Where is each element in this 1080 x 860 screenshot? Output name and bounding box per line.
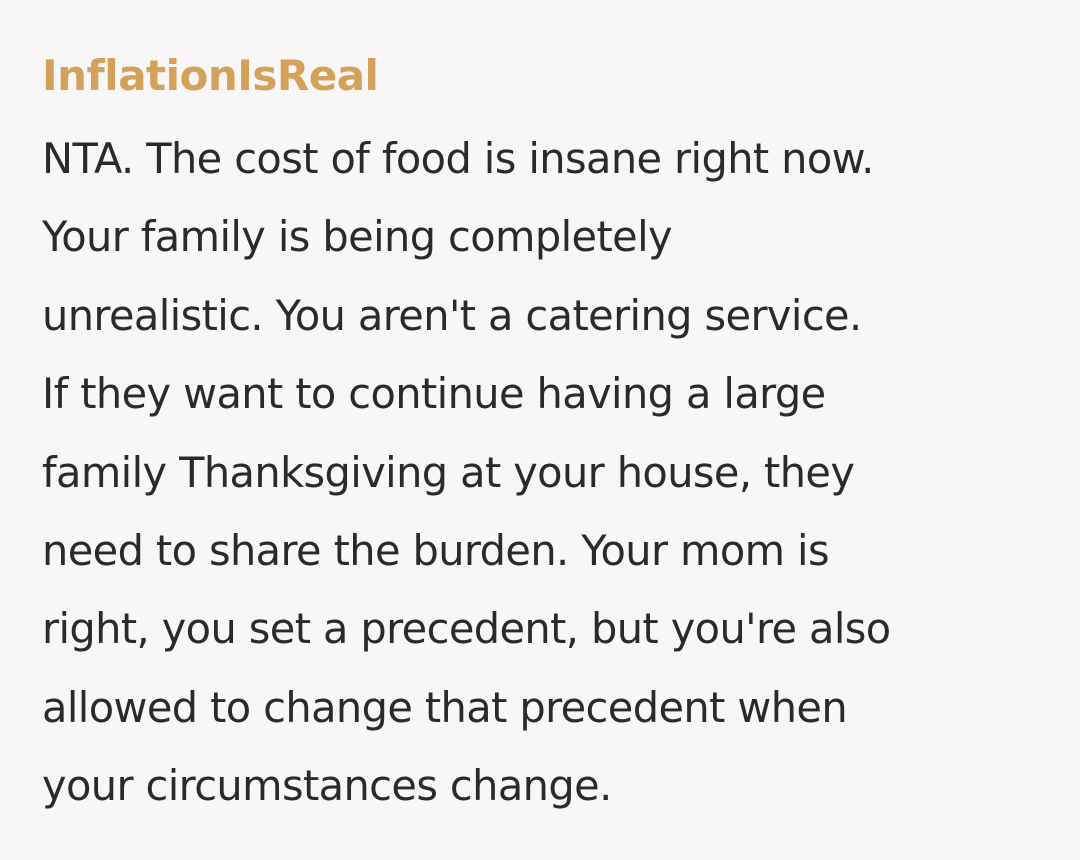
- comment-body-line: NTA. The cost of food is insane right no…: [42, 134, 874, 183]
- comment-body-line: unrealistic. You aren't a catering servi…: [42, 290, 862, 340]
- comment-body-line: need to share the burden. Your mom is: [42, 526, 830, 576]
- comment-body-line: right, you set a precedent, but you're a…: [42, 604, 891, 654]
- comment-body-line: allowed to change that precedent when: [42, 682, 848, 732]
- comment-body-line: If they want to continue having a large: [42, 369, 826, 419]
- comment-body-line: your circumstances change.: [42, 761, 612, 811]
- comment-body: NTA. The cost of food is insane right no…: [42, 120, 1060, 826]
- comment-body-line: Your family is being completely: [42, 212, 673, 262]
- comment-body-line: family Thanksgiving at your house, they: [42, 447, 855, 497]
- comment-username[interactable]: InflationIsReal: [42, 51, 379, 100]
- comment: InflationIsReal NTA. The cost of food is…: [42, 46, 1060, 826]
